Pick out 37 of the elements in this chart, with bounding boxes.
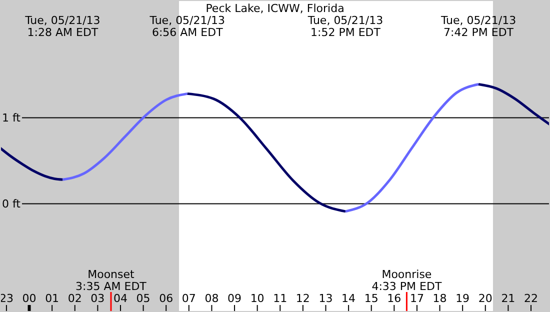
line-series bbox=[477, 82, 550, 126]
x-tick-label: 05 bbox=[136, 292, 150, 305]
x-tick-label: 01 bbox=[45, 292, 60, 305]
x-tick-label: 17 bbox=[410, 292, 424, 305]
x-tick-label: 08 bbox=[204, 292, 219, 305]
line-series bbox=[61, 92, 189, 181]
annotation: Tue, 05/21/13 1:52 PM EDT bbox=[306, 14, 384, 39]
ref-line-label: Moonrise 4:33 PM EDT bbox=[372, 268, 442, 293]
x-tick-label: 00 bbox=[22, 292, 36, 305]
x-tick-label: 03 bbox=[90, 292, 105, 305]
x-tick-label: 12 bbox=[296, 292, 310, 305]
chart-title: Peck Lake, ICWW, Florida bbox=[206, 2, 344, 15]
annotation: Tue, 05/21/13 6:56 AM EDT bbox=[148, 14, 225, 39]
x-tick-label: 18 bbox=[432, 292, 447, 305]
x-tick-label: 19 bbox=[456, 292, 470, 305]
x-tick-label: 22 bbox=[524, 292, 538, 305]
x-tick-label: 10 bbox=[250, 292, 264, 305]
annotation: Tue, 05/21/13 7:42 PM EDT bbox=[440, 14, 516, 39]
x-tick-label: 11 bbox=[273, 292, 288, 305]
x-tick-label: 13 bbox=[318, 292, 333, 305]
x-tick-label: 04 bbox=[113, 292, 128, 305]
ref-line-label: Moonset 3:35 AM EDT bbox=[76, 268, 147, 293]
x-tick-label: 16 bbox=[387, 292, 402, 305]
y-tick-label: 1 ft bbox=[2, 112, 22, 125]
x-tick-label: 14 bbox=[342, 292, 356, 305]
y-tick-label: 0 ft bbox=[2, 198, 22, 211]
x-tick-label: 09 bbox=[228, 292, 242, 305]
x-tick-label: 23 bbox=[0, 292, 14, 305]
line-series bbox=[186, 92, 347, 213]
line-series bbox=[344, 82, 480, 213]
annotation: Tue, 05/21/13 1:28 AM EDT bbox=[24, 14, 100, 39]
x-tick-label: 06 bbox=[159, 292, 174, 305]
x-tick-label: 21 bbox=[501, 292, 516, 305]
x-tick-label: 02 bbox=[68, 292, 82, 305]
x-tick-label: 15 bbox=[364, 292, 378, 305]
x-tick-label: 20 bbox=[478, 292, 492, 305]
x-tick-label: 07 bbox=[182, 292, 196, 305]
